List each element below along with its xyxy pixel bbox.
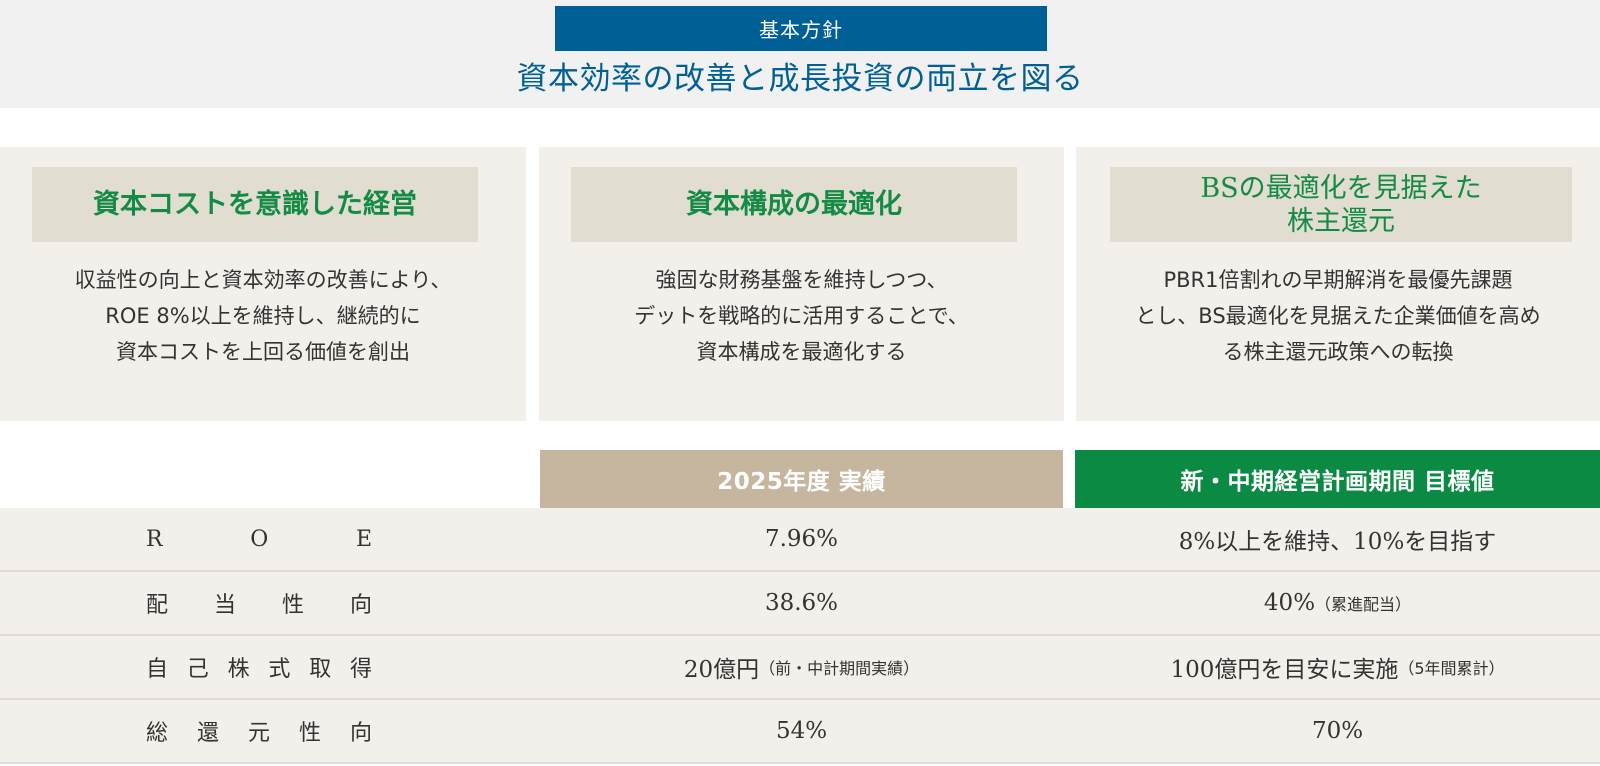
- label-char: 取: [309, 657, 332, 682]
- card-body: 強固な財務基盤を維持しつつ、 デットを戦略的に活用することで、 資本構成を最適化…: [555, 262, 1048, 370]
- card-title: 資本コストを意識した経営: [32, 167, 478, 242]
- label-char: E: [355, 526, 372, 552]
- policy-card-capital-cost: 資本コストを意識した経営 収益性の向上と資本効率の改善により、 ROE 8%以上…: [0, 147, 526, 421]
- value-text: 70%: [1311, 718, 1364, 744]
- column-header-actual: 2025年度 実績: [540, 450, 1063, 508]
- card-body-line: 収益性の向上と資本効率の改善により、: [74, 268, 452, 292]
- card-body: PBR1倍割れの早期解消を最優先課題 とし、BS最適化を見据えた企業価値を高め …: [1092, 262, 1584, 370]
- label-char: R: [146, 526, 163, 552]
- label-char: 還: [196, 721, 219, 746]
- label-char: 自: [146, 657, 169, 682]
- card-body-line: る株主還元政策への転換: [1222, 340, 1454, 364]
- card-title: 資本構成の最適化: [571, 167, 1017, 242]
- target-value: 70%: [1075, 700, 1600, 762]
- label-char: 当: [213, 593, 236, 618]
- card-body-line: 資本構成を最適化する: [696, 340, 907, 364]
- target-value: 100億円を目安に実施 （5年間累計）: [1075, 636, 1600, 698]
- row-label: R O E: [146, 508, 372, 570]
- label-char: 株: [227, 657, 250, 682]
- policy-card-shareholder-return: BSの最適化を見据えた 株主還元 PBR1倍割れの早期解消を最優先課題 とし、B…: [1076, 147, 1600, 421]
- card-title: BSの最適化を見据えた 株主還元: [1110, 167, 1572, 242]
- table-row-payout-ratio: 配 当 性 向 38.6% 40% （累進配当）: [0, 572, 1600, 636]
- column-header-target: 新・中期経営計画期間 目標値: [1075, 450, 1600, 508]
- label-char: 性: [281, 593, 304, 618]
- value-note: （前・中計期間実績）: [759, 659, 920, 678]
- card-body-line: 資本コストを上回る価値を創出: [116, 340, 410, 364]
- label-char: 向: [349, 593, 372, 618]
- card-title-line: BSの最適化を見据えた: [1200, 172, 1482, 204]
- card-body-line: デットを戦略的に活用することで、: [634, 304, 969, 328]
- card-body: 収益性の向上と資本効率の改善により、 ROE 8%以上を維持し、継続的に 資本コ…: [16, 262, 510, 370]
- policy-title: 資本効率の改善と成長投資の両立を図る: [516, 61, 1084, 97]
- target-value: 40% （累進配当）: [1075, 572, 1600, 634]
- actual-value: 38.6%: [540, 572, 1063, 634]
- label-char: 己: [186, 657, 209, 682]
- card-body-line: 強固な財務基盤を維持しつつ、: [655, 268, 948, 292]
- card-body-line: PBR1倍割れの早期解消を最優先課題: [1163, 268, 1513, 292]
- card-body-line: とし、BS最適化を見据えた企業価値を高め: [1135, 304, 1541, 328]
- label-char: O: [250, 526, 269, 552]
- label-char: 総: [146, 721, 169, 746]
- value-text: 8%以上を維持、10%を目指す: [1178, 529, 1497, 555]
- label-char: 配: [146, 593, 169, 618]
- row-label: 総 還 元 性 向: [146, 700, 372, 762]
- value-text: 7.96%: [764, 526, 839, 552]
- value-text: 40%: [1263, 590, 1316, 616]
- metrics-table: R O E 7.96% 8%以上を維持、10%を目指す 配 当 性 向 38.6…: [0, 508, 1600, 764]
- table-row-roe: R O E 7.96% 8%以上を維持、10%を目指す: [0, 508, 1600, 572]
- value-text: 54%: [775, 718, 828, 744]
- label-char: 元: [247, 721, 270, 746]
- actual-value: 20億円 （前・中計期間実績）: [540, 636, 1063, 698]
- value-text: 100億円を目安に実施: [1170, 657, 1399, 683]
- card-title-line: 株主還元: [1287, 205, 1395, 237]
- card-body-line: ROE 8%以上を維持し、継続的に: [105, 304, 421, 328]
- value-text: 38.6%: [764, 590, 839, 616]
- table-row-total-return-ratio: 総 還 元 性 向 54% 70%: [0, 700, 1600, 764]
- table-row-share-buyback: 自 己 株 式 取 得 20億円 （前・中計期間実績） 100億円を目安に実施 …: [0, 636, 1600, 700]
- actual-value: 7.96%: [540, 508, 1063, 570]
- label-char: 式: [268, 657, 291, 682]
- label-char: 性: [298, 721, 321, 746]
- policy-label: 基本方針: [555, 6, 1047, 51]
- label-char: 得: [349, 657, 372, 682]
- value-note: （5年間累計）: [1398, 659, 1505, 678]
- row-label: 自 己 株 式 取 得: [146, 636, 372, 698]
- target-value: 8%以上を維持、10%を目指す: [1075, 508, 1600, 570]
- header-band: 基本方針 資本効率の改善と成長投資の両立を図る: [0, 0, 1600, 108]
- value-text: 20億円: [683, 657, 760, 683]
- label-char: 向: [349, 721, 372, 746]
- actual-value: 54%: [540, 700, 1063, 762]
- value-note: （累進配当）: [1315, 595, 1412, 614]
- row-label: 配 当 性 向: [146, 572, 372, 634]
- policy-card-capital-structure: 資本構成の最適化 強固な財務基盤を維持しつつ、 デットを戦略的に活用することで、…: [539, 147, 1064, 421]
